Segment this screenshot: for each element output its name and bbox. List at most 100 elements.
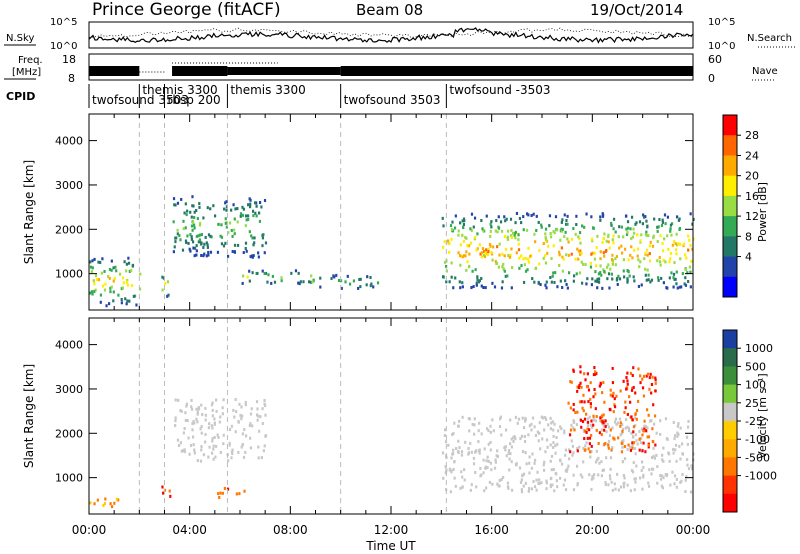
velocity-cell [93,502,96,506]
velocity-cell [115,497,119,501]
velocity-cell [261,407,264,411]
power-cell [448,250,451,254]
power-cell [110,285,113,289]
velocity-cell [500,433,503,437]
velocity-cell [580,385,583,389]
power-cell [645,219,648,223]
power-cell [630,237,633,241]
power-cell [648,259,652,263]
colorbar-swatch [723,195,737,217]
velocity-cell [450,456,453,460]
power-cell [107,275,110,279]
velocity-cell [471,422,474,426]
velocity-cell [244,400,247,404]
power-cell [601,212,604,216]
velocity-cell [533,458,537,462]
velocity-cell [201,412,204,416]
velocity-cell [597,441,600,445]
power-cell [491,258,494,262]
power-cell [248,279,251,283]
velocity-cell [499,415,503,419]
power-cell [172,197,176,201]
power-cell [623,247,627,251]
velocity-cell [636,399,640,403]
velocity-cell [482,471,485,475]
velocity-cell [522,484,525,488]
velocity-cell [689,490,693,494]
power-cell [673,261,676,265]
power-cell [605,239,608,243]
power-cell [658,218,661,222]
velocity-cell [183,427,186,431]
velocity-cell [564,488,568,492]
velocity-cell [96,498,99,502]
power-cell [565,253,568,257]
velocity-cell [598,431,602,435]
power-cell [592,226,595,230]
velocity-cell [569,406,572,410]
velocity-cell [520,434,524,438]
velocity-cell [489,448,492,452]
velocity-cell [472,432,476,436]
velocity-cell [237,420,240,424]
power-cell [514,221,517,225]
power-cell [580,251,583,255]
power-cell [590,237,594,241]
power-cell [202,254,205,258]
velocity-cell [635,464,638,468]
velocity-cell [222,433,225,437]
power-cell [469,227,472,231]
power-cell [195,249,198,253]
power-cell [294,269,298,273]
velocity-cell [662,459,665,463]
velocity-cell [654,381,657,385]
velocity-cell [569,428,573,432]
velocity-cell [478,448,481,452]
power-cell [607,272,611,276]
velocity-cell [592,473,596,477]
power-cell [93,282,96,286]
velocity-cell [634,416,637,420]
power-cell [190,224,194,228]
power-cell [504,274,507,278]
velocity-cell [652,422,656,426]
velocity-cell [622,474,625,478]
velocity-cell [590,444,593,448]
velocity-cell [648,468,651,472]
colorbar-swatch [723,115,737,136]
velocity-cell [103,501,107,505]
power-cell [453,226,457,230]
velocity-cell [486,455,489,459]
velocity-cell [449,490,452,494]
power-cell [595,264,598,268]
velocity-cell [576,449,579,453]
velocity-cell [624,426,627,430]
power-cell [99,300,102,304]
power-cell [690,259,693,263]
power-cell [580,260,583,264]
velocity-cell [551,420,554,424]
velocity-cell [538,431,541,435]
velocity-cell [531,416,535,420]
velocity-cell [632,425,636,429]
power-cell [524,269,528,273]
velocity-cell [613,420,617,424]
power-cell [575,272,578,276]
velocity-cell [545,438,549,442]
velocity-cell [650,382,654,386]
power-cell [544,232,547,236]
velocity-cell [569,380,572,384]
velocity-cell [602,381,605,385]
velocity-cell [637,367,640,371]
velocity-cell [219,491,222,495]
velocity-cell [588,415,591,419]
power-cell [645,230,648,234]
power-cell [130,284,134,288]
velocity-cell [473,417,476,421]
power-cell [205,241,208,245]
power-cell [658,260,662,264]
velocity-cell [649,372,652,376]
power-cell [659,234,662,238]
velocity-cell [213,422,216,426]
